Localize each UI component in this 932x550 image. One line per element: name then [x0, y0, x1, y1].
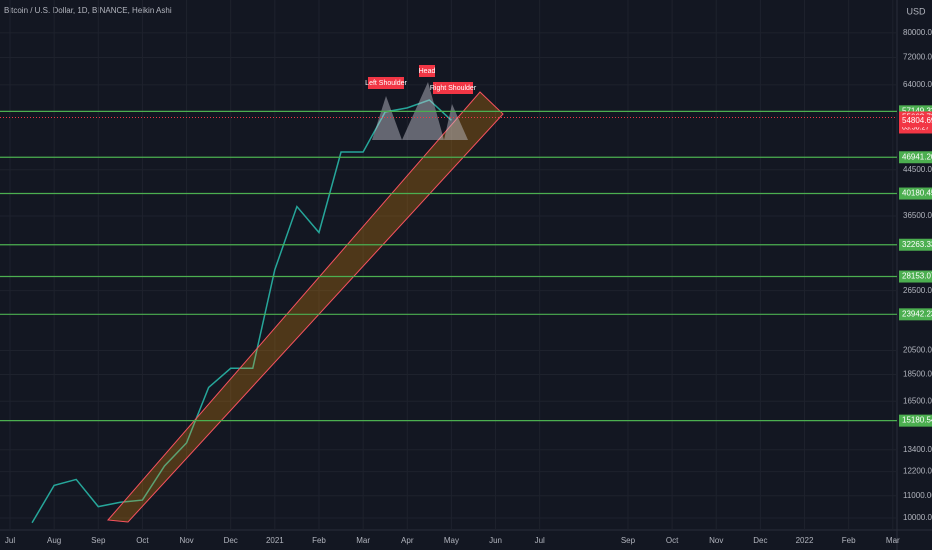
y-tick-label: 44500.00 [903, 165, 932, 174]
x-tick-label: Sep [621, 536, 636, 545]
x-tick-label: 2022 [796, 536, 814, 545]
pattern-left [372, 96, 402, 140]
wedge [106, 91, 504, 523]
level-label-box [899, 151, 932, 164]
x-tick-label: Nov [179, 536, 193, 545]
x-tick-label: Oct [136, 536, 149, 545]
y-tick-label: 80000.00 [903, 28, 932, 37]
level-label-box [899, 270, 932, 283]
x-tick-label: Jul [5, 536, 15, 545]
annotation: Left Shoulder [365, 80, 407, 87]
y-tick-label: 18500.00 [903, 370, 932, 379]
level-label: 57149.33 [902, 106, 932, 115]
level-label: 40180.45 [902, 189, 932, 198]
level-label: 32263.33 [902, 240, 932, 249]
y-tick-label: 72000.00 [903, 53, 932, 62]
annotation: Head [419, 68, 436, 75]
y-tick-label: 12200.00 [903, 467, 932, 476]
y-tick-label: 26500.00 [903, 286, 932, 295]
annotation-box [433, 82, 473, 94]
countdown: 03:50:27 [902, 124, 929, 131]
x-tick-label: Oct [666, 536, 679, 545]
y-tick-label: 64000.00 [903, 80, 932, 89]
x-tick-label: Feb [312, 536, 326, 545]
level-label-box [899, 187, 932, 200]
level-label-box [899, 238, 932, 251]
y-tick-label: 11000.00 [903, 491, 932, 500]
level-label: 23942.23 [902, 309, 932, 318]
annotation: Right Shoulder [430, 85, 477, 92]
annotation-box [368, 77, 404, 89]
annotation-box [419, 65, 435, 77]
x-tick-label: Aug [47, 536, 61, 545]
x-tick-label: Feb [842, 536, 856, 545]
level-label-box [899, 308, 932, 321]
x-tick-label: Mar [356, 536, 370, 545]
x-tick-label: Jul [535, 536, 545, 545]
price-line [31, 99, 452, 524]
x-tick-label: May [444, 536, 459, 545]
pattern-right [444, 104, 468, 140]
x-tick-label: Apr [401, 536, 414, 545]
x-tick-label: 2021 [266, 536, 284, 545]
marker-label-box [899, 115, 932, 128]
x-tick-label: Nov [709, 536, 723, 545]
marker-label: 54804.69 [902, 116, 932, 125]
chart-title: Bitcoin / U.S. Dollar, 1D, BINANCE, Heik… [4, 6, 172, 15]
y-tick-label: 20500.00 [903, 346, 932, 355]
level-label: 15180.54 [902, 416, 932, 425]
y-tick-label: 10000.00 [903, 513, 932, 522]
x-tick-label: Dec [753, 536, 767, 545]
y-tick-label: 36500.00 [903, 211, 932, 220]
y-tick-label: 13400.00 [903, 445, 932, 454]
level-label: 28153.07 [902, 272, 932, 281]
level-label-box [899, 414, 932, 427]
x-tick-label: Jun [489, 536, 502, 545]
currency: USD [906, 6, 926, 16]
x-tick-label: Mar [886, 536, 900, 545]
x-tick-label: Dec [224, 536, 238, 545]
x-tick-label: Sep [91, 536, 106, 545]
level-label: 46941.20 [902, 152, 932, 161]
y-tick-label: 16500.00 [903, 396, 932, 405]
